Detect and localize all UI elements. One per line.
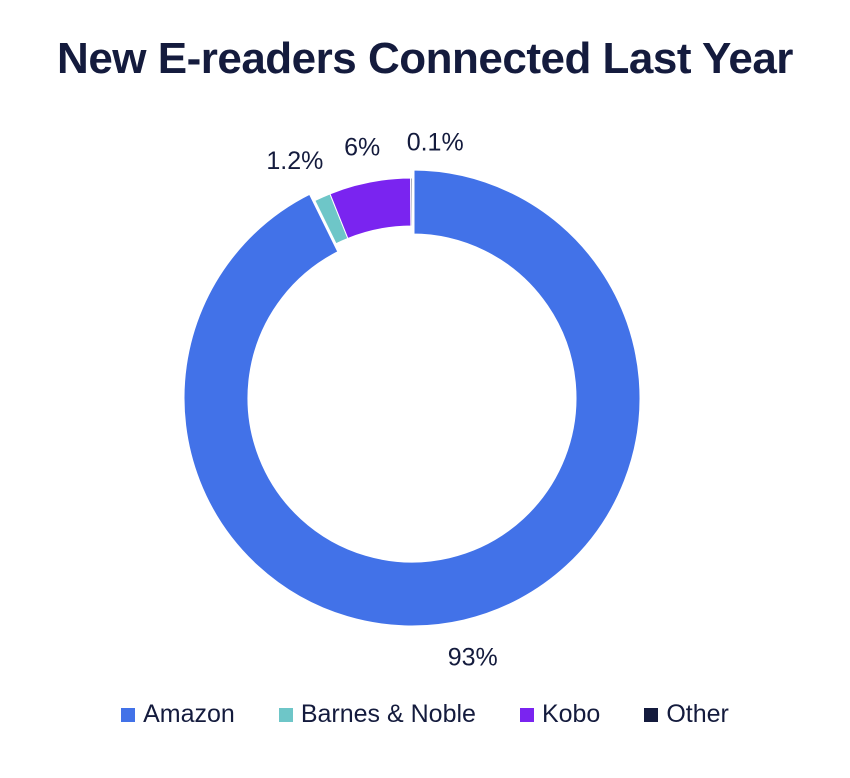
data-label-amazon: 93% (448, 644, 498, 672)
legend-item-amazon[interactable]: Amazon (121, 700, 235, 729)
legend-item-other[interactable]: Other (644, 700, 729, 729)
legend-swatch-amazon (121, 707, 136, 722)
chart-title: New E-readers Connected Last Year (57, 34, 793, 83)
data-label-other: 0.1% (407, 129, 464, 157)
legend-swatch-kobo (519, 707, 534, 722)
legend-swatch-other (644, 707, 659, 722)
donut-chart: 93% 1.2% 6% 0.1% (179, 128, 645, 672)
legend-swatch-barnes-noble (278, 707, 293, 722)
data-label-kobo: 6% (344, 133, 380, 161)
legend: Amazon Barnes & Noble Kobo Other (0, 700, 850, 729)
legend-item-kobo[interactable]: Kobo (519, 700, 601, 729)
slice-amazon[interactable] (179, 165, 645, 631)
legend-label-kobo: Kobo (541, 700, 601, 728)
legend-label-other: Other (666, 700, 729, 728)
slice-other[interactable] (410, 177, 413, 227)
legend-label-barnes-noble: Barnes & Noble (300, 700, 476, 728)
legend-label-amazon: Amazon (143, 700, 235, 728)
legend-item-barnes-noble[interactable]: Barnes & Noble (278, 700, 476, 729)
data-label-barnes-noble: 1.2% (266, 147, 323, 175)
